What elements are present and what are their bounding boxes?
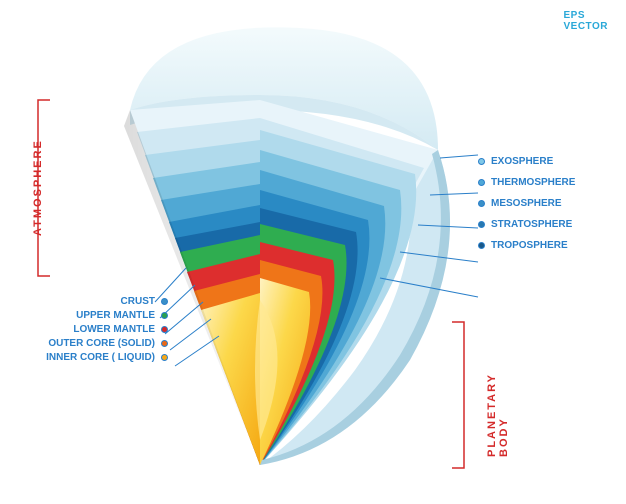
label-inner-core: INNER CORE ( LIQUID)	[18, 352, 168, 363]
label-troposphere: TROPOSPHERE	[478, 240, 575, 251]
label-upper-mantle: UPPER MANTLE	[18, 310, 168, 321]
label-outer-core: OUTER CORE (SOLID)	[18, 338, 168, 349]
dot-stratosphere	[478, 221, 485, 228]
label-stratosphere: STRATOSPHERE	[478, 219, 575, 230]
atmosphere-labels: EXOSPHERE THERMOSPHERE MESOSPHERE STRATO…	[478, 146, 575, 261]
label-lower-mantle: LOWER MANTLE	[18, 324, 168, 335]
dot-lower-mantle	[161, 326, 168, 333]
dot-exosphere	[478, 158, 485, 165]
dot-inner-core	[161, 354, 168, 361]
section-planetary: PLANETARY BODY	[486, 337, 510, 457]
label-crust: CRUST	[18, 296, 168, 307]
dot-troposphere	[478, 242, 485, 249]
dot-crust	[161, 298, 168, 305]
cross-section-left	[124, 100, 260, 465]
dot-upper-mantle	[161, 312, 168, 319]
section-atmosphere: ATMOSPHERE	[32, 136, 44, 236]
dot-thermosphere	[478, 179, 485, 186]
label-exosphere: EXOSPHERE	[478, 156, 575, 167]
dot-mesosphere	[478, 200, 485, 207]
dot-outer-core	[161, 340, 168, 347]
bracket-planetary	[450, 320, 470, 470]
body-labels: CRUST UPPER MANTLE LOWER MANTLE OUTER CO…	[18, 293, 168, 366]
label-mesosphere: MESOSPHERE	[478, 198, 575, 209]
label-thermosphere: THERMOSPHERE	[478, 177, 575, 188]
